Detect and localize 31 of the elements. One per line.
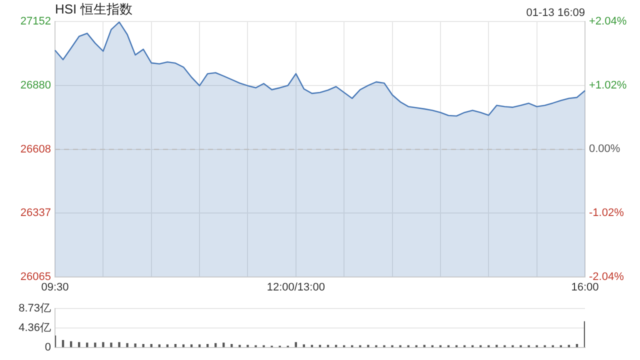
x-tick-label: 12:00/13:00 bbox=[266, 281, 325, 294]
bar bbox=[78, 342, 80, 348]
bar bbox=[294, 342, 297, 348]
y2-tick-label: -1.02% bbox=[589, 207, 624, 220]
bar bbox=[134, 344, 136, 348]
bar bbox=[367, 344, 370, 348]
y-tick-label: 26065 bbox=[20, 270, 51, 283]
y-tick-label: 26608 bbox=[20, 143, 51, 156]
bar bbox=[222, 342, 225, 348]
x-tick-label: 09:30 bbox=[41, 281, 69, 294]
bar bbox=[102, 342, 104, 348]
y-tick-label: 8.73亿 bbox=[18, 302, 51, 315]
chart-title: HSI 恒生指数 bbox=[55, 1, 132, 16]
y-tick-label: 4.36亿 bbox=[18, 322, 51, 334]
bar bbox=[94, 342, 96, 348]
y-tick-label: 26880 bbox=[20, 79, 51, 92]
y-tick-label: 0 bbox=[44, 341, 51, 354]
bar bbox=[238, 344, 241, 348]
y-tick-label: 26337 bbox=[20, 206, 51, 219]
y2-tick-label: 0.00% bbox=[589, 143, 620, 156]
y2-tick-label: -2.04% bbox=[589, 270, 624, 283]
bar bbox=[118, 342, 120, 348]
x-tick-label: 16:00 bbox=[571, 281, 599, 294]
bar bbox=[110, 342, 112, 348]
text: 01-13 16:09 bbox=[526, 7, 585, 20]
y2-tick-label: +1.02% bbox=[589, 79, 627, 92]
y-tick-label: 27152 bbox=[20, 16, 51, 28]
bar bbox=[86, 342, 88, 348]
bar bbox=[126, 343, 128, 348]
bar bbox=[246, 344, 249, 348]
y2-tick-label: +2.04% bbox=[589, 16, 627, 28]
